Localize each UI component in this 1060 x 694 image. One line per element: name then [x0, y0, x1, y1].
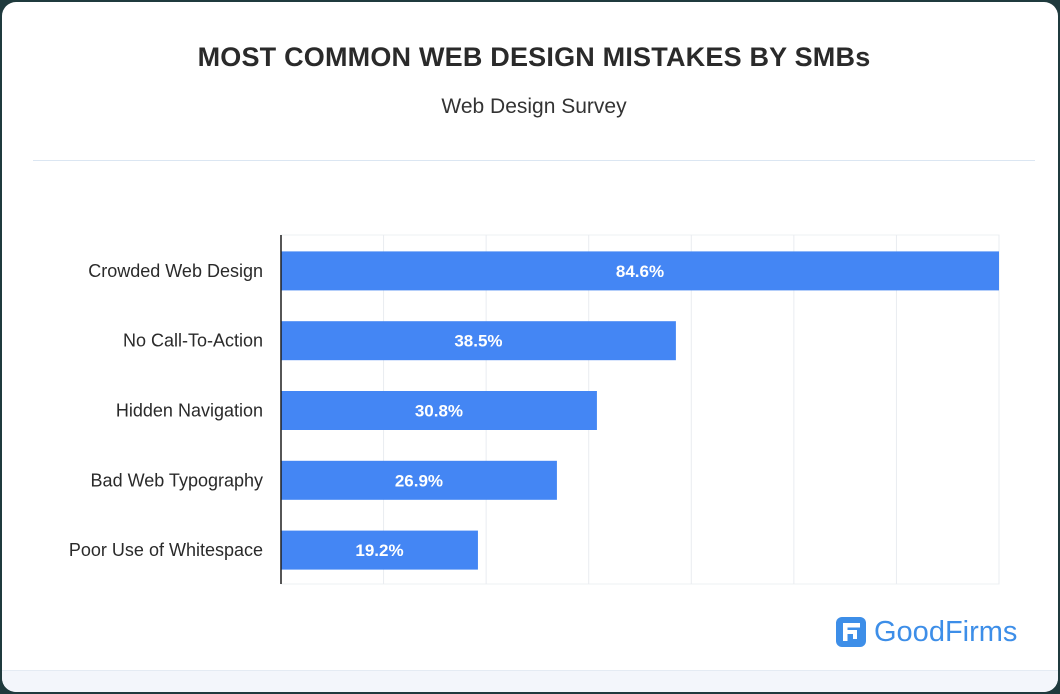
- chart-title: MOST COMMON WEB DESIGN MISTAKES BY SMBs: [197, 42, 871, 72]
- category-label: Bad Web Typography: [91, 470, 263, 490]
- bar: [281, 460, 557, 500]
- value-label: 30.8%: [415, 402, 463, 421]
- category-label: No Call-To-Action: [123, 331, 263, 351]
- value-label: 84.6%: [616, 262, 664, 281]
- category-label: Poor Use of Whitespace: [69, 540, 263, 560]
- bar: [281, 321, 676, 361]
- chart-subtitle: Web Design Survey: [441, 95, 627, 118]
- value-label: 19.2%: [355, 541, 403, 560]
- goodfirms-logo-text: GoodFirms: [874, 615, 1018, 648]
- goodfirms-logo: GoodFirms: [836, 614, 1017, 650]
- bar: [281, 530, 478, 570]
- bar: [281, 251, 999, 291]
- title-divider: [33, 160, 1035, 161]
- bar: [281, 391, 597, 430]
- value-label: 26.9%: [395, 471, 443, 490]
- category-label: Crowded Web Design: [88, 261, 263, 281]
- goodfirms-logo-icon: [836, 617, 866, 647]
- footer-strip: [2, 670, 1058, 692]
- value-label: 38.5%: [454, 332, 502, 351]
- category-label: Hidden Navigation: [116, 401, 263, 421]
